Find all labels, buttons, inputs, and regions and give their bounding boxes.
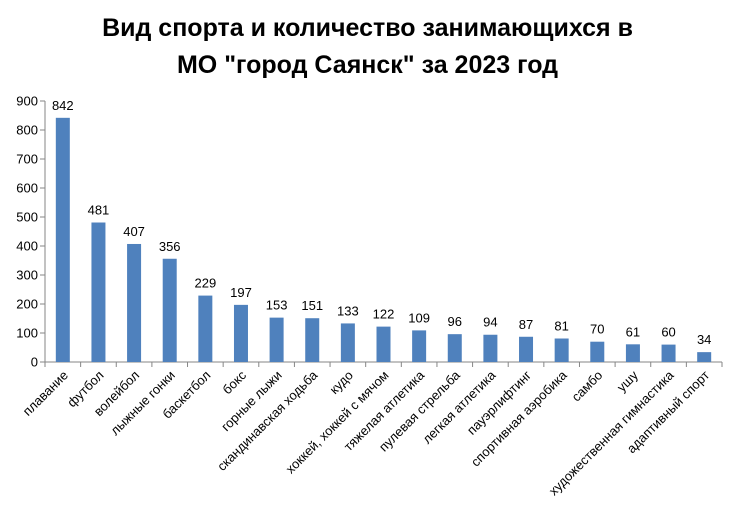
category-label: бокс — [219, 367, 249, 397]
y-tick-label: 500 — [16, 210, 38, 225]
data-label: 61 — [626, 324, 640, 339]
bar — [661, 344, 676, 362]
y-tick-label: 300 — [16, 268, 38, 283]
x-axis — [44, 361, 723, 367]
data-label: 151 — [301, 298, 323, 313]
bar — [519, 336, 534, 362]
data-label: 122 — [373, 307, 395, 322]
data-label: 197 — [230, 285, 252, 300]
chart-title: Вид спорта и количество занимающихся в М… — [0, 10, 735, 84]
bar — [376, 326, 391, 362]
data-label: 109 — [408, 310, 430, 325]
bar — [233, 304, 248, 362]
bars — [55, 117, 712, 362]
data-labels: 842 481 407 356 229 197 153 151 133 122 109 96 94 87 8… — [52, 98, 711, 347]
data-label: 87 — [519, 317, 533, 332]
chart-title-line-1: Вид спорта и количество занимающихся в — [102, 14, 633, 42]
bar — [127, 243, 142, 362]
data-label: 481 — [88, 203, 110, 218]
y-axis: 0 100 200 300 400 500 600 700 800 900 — [16, 94, 46, 370]
bar — [269, 317, 284, 362]
bar — [590, 341, 605, 362]
y-tick-label: 0 — [31, 355, 38, 370]
data-label: 407 — [123, 224, 145, 239]
data-label: 356 — [159, 239, 181, 254]
y-tick-label: 400 — [16, 239, 38, 254]
data-label: 81 — [554, 319, 568, 334]
category-label: самбо — [568, 368, 605, 405]
y-tick-label: 100 — [16, 326, 38, 341]
bar — [412, 330, 427, 362]
data-label: 133 — [337, 303, 359, 318]
data-label: 153 — [266, 298, 288, 313]
data-label: 229 — [194, 276, 216, 291]
data-label: 94 — [483, 315, 497, 330]
data-label: 96 — [448, 314, 462, 329]
y-tick-label: 200 — [16, 297, 38, 312]
bar — [162, 258, 177, 362]
data-label: 60 — [661, 325, 675, 340]
bar — [198, 295, 213, 362]
bar — [340, 323, 355, 362]
bar — [447, 334, 462, 362]
bar — [305, 318, 320, 362]
bar — [554, 338, 569, 362]
data-label: 842 — [52, 98, 74, 113]
y-tick-label: 700 — [16, 152, 38, 167]
chart-title-line-2: МО "город Саянск" за 2023 год — [176, 51, 559, 79]
bar — [483, 334, 498, 362]
data-label: 70 — [590, 322, 604, 337]
y-tick-label: 900 — [16, 94, 38, 109]
bar — [697, 352, 712, 362]
bar — [55, 117, 70, 362]
category-label: плавание — [20, 368, 71, 419]
category-label: кудо — [326, 368, 355, 397]
y-tick-label: 600 — [16, 181, 38, 196]
data-label: 34 — [697, 332, 711, 347]
category-label: ушу — [614, 367, 642, 395]
y-tick-label: 800 — [16, 123, 38, 138]
bar — [625, 344, 640, 362]
bar — [91, 222, 106, 362]
